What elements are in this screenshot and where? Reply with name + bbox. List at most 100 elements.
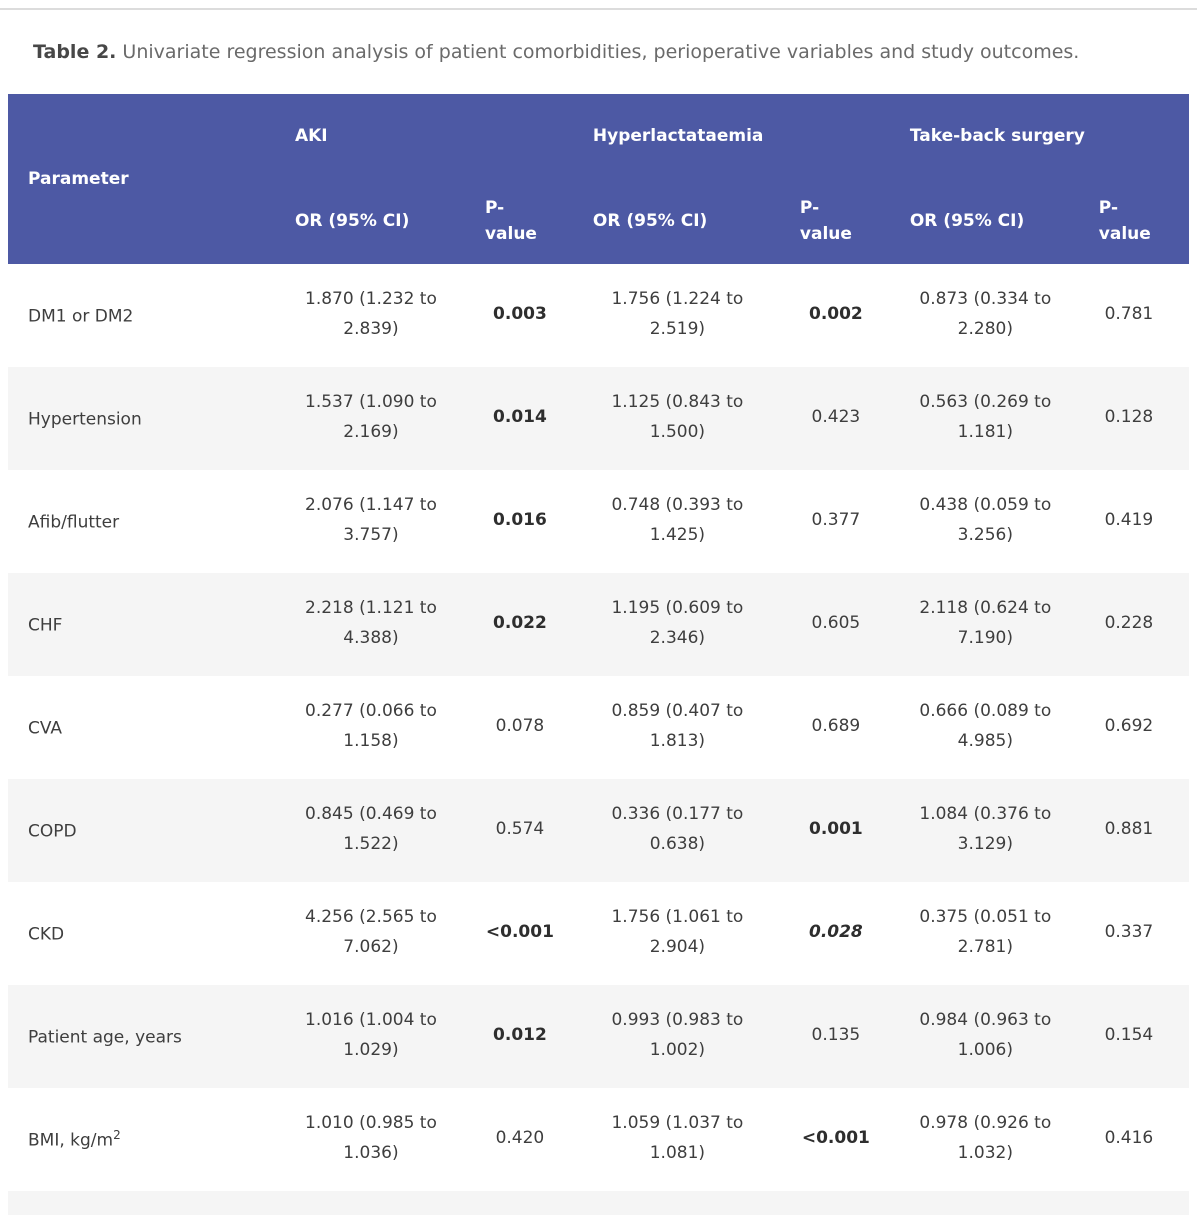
value-cell: 0.228 [1104, 613, 1154, 634]
value-cell: 0.845 (0.469 to 1.522) [305, 804, 437, 854]
value-cell: 1.084 (0.376 to 3.129) [919, 804, 1052, 854]
value-cell: 1.537 (1.090 to 2.169) [305, 392, 437, 442]
parameter-label: CKD [28, 924, 65, 945]
value-cell: 1.756 (1.061 to 2.904) [611, 907, 744, 957]
value-cell: 0.003 [493, 304, 547, 325]
value-cell: 0.574 [495, 819, 545, 840]
value-cell: 1.195 (0.609 to 2.346) [611, 598, 744, 648]
value-cell: 0.423 [811, 407, 861, 428]
header-group-row: Parameter AKI Hyperlactataemia Take-back… [8, 93, 1189, 264]
parameter-cell: Hypertension [8, 367, 287, 470]
parameter-cell: Afib/flutter [8, 470, 287, 573]
value-cell: <0.001 [485, 922, 554, 943]
value-cell: 0.128 [1104, 407, 1154, 428]
header-group-aki: AKI [286, 93, 585, 179]
value-cell: 0.993 (0.983 to 1.002) [611, 1010, 744, 1060]
table-row: Afib/flutter 2.076 (1.147 to 3.757) 0.01… [8, 469, 1189, 573]
value-cell: 0.028 [808, 922, 863, 943]
value-cell: 2.076 (1.147 to 3.757) [305, 495, 437, 545]
value-cell: 0.375 (0.051 to 2.781) [919, 907, 1052, 957]
value-cell: 0.666 (0.089 to 4.985) [919, 701, 1052, 751]
value-cell: 0.748 (0.393 to 1.425) [611, 495, 744, 545]
table-row: CVA 0.277 (0.066 to 1.158) 0.078 0.859 (… [8, 675, 1189, 779]
value-cell: 0.563 (0.269 to 1.181) [919, 392, 1052, 442]
header-parameter: Parameter [8, 93, 287, 264]
value-cell: 0.277 (0.066 to 1.158) [305, 701, 437, 751]
value-cell: 0.984 (0.963 to 1.006) [919, 1010, 1052, 1060]
table-row: COPD 0.845 (0.469 to 1.522) 0.574 0.336 … [8, 778, 1189, 882]
value-cell: 0.605 [811, 613, 861, 634]
header-aki-p: P-value [476, 178, 585, 264]
value-cell: 2.118 (0.624 to 7.190) [919, 598, 1052, 648]
value-cell: 0.135 [811, 1025, 861, 1046]
parameter-cell: BMI, kg/m2 [8, 1088, 287, 1191]
value-cell: 0.022 [493, 613, 547, 634]
value-cell: 0.078 [495, 716, 545, 737]
table-row: Patient age, years 1.016 (1.004 to 1.029… [8, 984, 1189, 1088]
parameter-label: DM1 or DM2 [28, 306, 134, 327]
parameter-cell: Patient age, years [8, 985, 287, 1088]
parameter-superscript: 2 [113, 1127, 121, 1142]
regression-table: Parameter AKI Hyperlactataemia Take-back… [8, 93, 1189, 1191]
parameter-cell: CVA [8, 676, 287, 779]
table-card: Table 2. Univariate regression analysis … [0, 8, 1197, 1215]
table-row: CKD 4.256 (2.565 to 7.062) <0.001 1.756 … [8, 881, 1189, 985]
value-cell: 0.420 [495, 1128, 545, 1149]
value-cell: 0.014 [493, 407, 547, 428]
value-cell: 4.256 (2.565 to 7.062) [305, 907, 437, 957]
parameter-label: COPD [28, 821, 77, 842]
value-cell: 0.781 [1104, 304, 1154, 325]
value-cell: 0.337 [1104, 922, 1154, 943]
value-cell: 0.016 [493, 510, 547, 531]
table-caption: Table 2. Univariate regression analysis … [8, 10, 1189, 94]
table-caption-text: Univariate regression analysis of patien… [116, 41, 1080, 63]
parameter-label: Patient age, years [28, 1027, 182, 1048]
table-row: DM1 or DM2 1.870 (1.232 to 2.839) 0.003 … [8, 263, 1189, 367]
value-cell: 0.154 [1104, 1025, 1154, 1046]
header-hyper-or: OR (95% CI) [584, 178, 792, 264]
table-body: DM1 or DM2 1.870 (1.232 to 2.839) 0.003 … [8, 263, 1189, 1191]
value-cell: 0.336 (0.177 to 0.638) [611, 804, 744, 854]
value-cell: 1.010 (0.985 to 1.036) [305, 1113, 437, 1163]
value-cell: 1.125 (0.843 to 1.500) [611, 392, 744, 442]
parameter-cell: DM1 or DM2 [8, 264, 287, 367]
header-sub-row: OR (95% CI) P-value OR (95% CI) P-value … [8, 178, 1189, 264]
header-takeback-or: OR (95% CI) [901, 178, 1091, 264]
table-caption-label: Table 2. [33, 41, 117, 63]
value-cell: 0.001 [808, 819, 863, 840]
value-cell: 0.881 [1104, 819, 1154, 840]
value-cell: 0.012 [493, 1025, 547, 1046]
value-cell: <0.001 [801, 1128, 870, 1149]
value-cell: 1.016 (1.004 to 1.029) [305, 1010, 437, 1060]
parameter-label: Hypertension [28, 409, 142, 430]
table-row: BMI, kg/m2 1.010 (0.985 to 1.036) 0.420 … [8, 1087, 1189, 1191]
table-row: CHF 2.218 (1.121 to 4.388) 0.022 1.195 (… [8, 572, 1189, 676]
value-cell: 0.873 (0.334 to 2.280) [919, 289, 1052, 339]
table-header: Parameter AKI Hyperlactataemia Take-back… [8, 93, 1189, 264]
header-group-hyperlactataemia: Hyperlactataemia [584, 93, 902, 179]
parameter-cell: COPD [8, 779, 287, 882]
value-cell: 1.059 (1.037 to 1.081) [611, 1113, 744, 1163]
header-group-take-back-surgery: Take-back surgery [901, 93, 1189, 179]
value-cell: 0.002 [808, 304, 863, 325]
parameter-label: BMI, kg/m [28, 1130, 114, 1151]
value-cell: 0.416 [1104, 1128, 1154, 1149]
value-cell: 0.978 (0.926 to 1.032) [919, 1113, 1052, 1163]
parameter-label: CHF [28, 615, 63, 636]
value-cell: 0.438 (0.059 to 3.256) [919, 495, 1052, 545]
parameter-cell: CHF [8, 573, 287, 676]
next-row-partial [8, 1190, 1189, 1215]
parameter-cell: CKD [8, 882, 287, 985]
value-cell: 0.689 [811, 716, 861, 737]
header-takeback-p: P-value [1090, 178, 1189, 264]
value-cell: 2.218 (1.121 to 4.388) [305, 598, 437, 648]
value-cell: 1.756 (1.224 to 2.519) [611, 289, 744, 339]
parameter-label: CVA [28, 718, 63, 739]
parameter-label: Afib/flutter [28, 512, 120, 533]
value-cell: 0.692 [1104, 716, 1154, 737]
value-cell: 0.859 (0.407 to 1.813) [611, 701, 744, 751]
value-cell: 0.377 [811, 510, 861, 531]
table-row: Hypertension 1.537 (1.090 to 2.169) 0.01… [8, 366, 1189, 470]
value-cell: 0.419 [1104, 510, 1154, 531]
header-aki-or: OR (95% CI) [286, 178, 477, 264]
